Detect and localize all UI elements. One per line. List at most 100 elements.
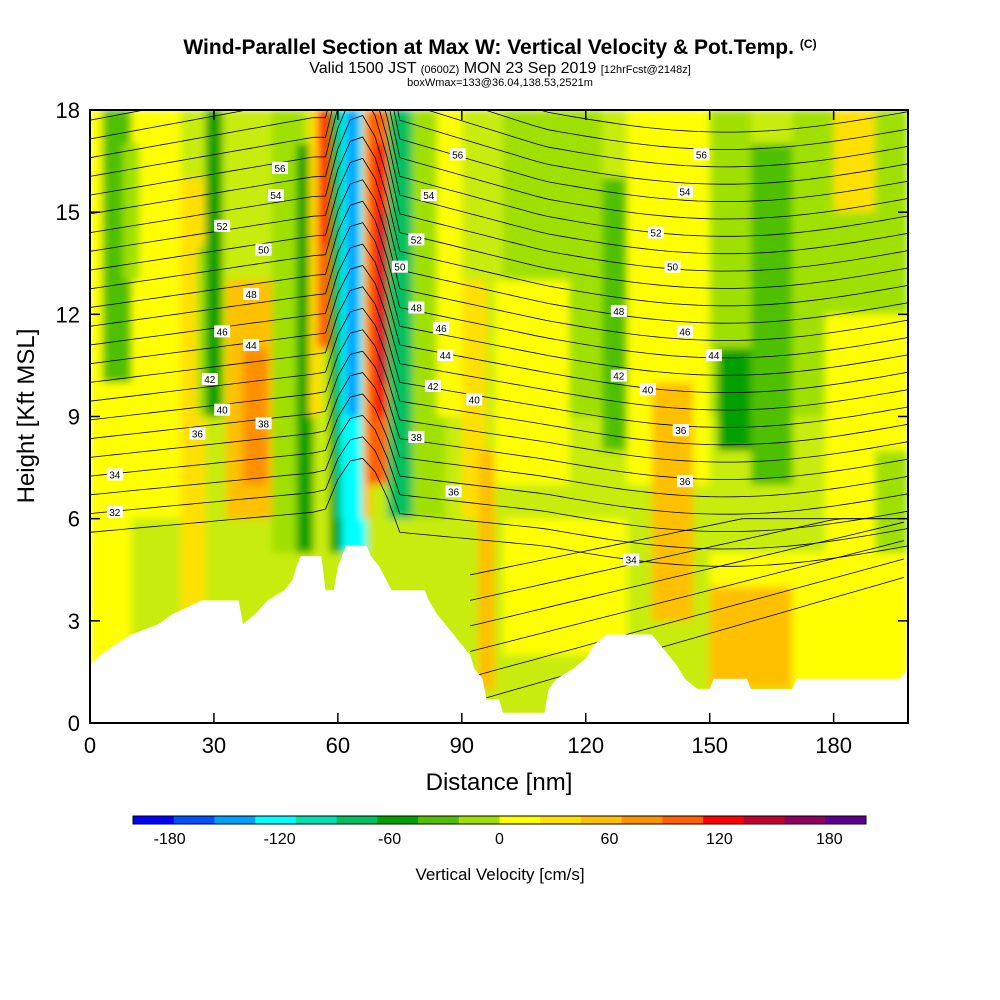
contour-label-text: 34 [109, 470, 121, 481]
utc-time: (0600Z) [420, 64, 460, 76]
contour-label-bg [610, 369, 627, 382]
field-patch-22 [379, 212, 388, 383]
contour-label-bg [466, 393, 483, 406]
chart-title: Wind-Parallel Section at Max W: Vertical… [0, 36, 1000, 60]
contour-label-4: 42 [201, 373, 218, 386]
contour-line-9 [90, 265, 908, 411]
contour-label-text: 36 [679, 477, 691, 488]
contour-label-bg [408, 430, 425, 443]
contour-label-bg [676, 475, 693, 488]
contour-label-bg [420, 189, 437, 202]
contour-line-8 [90, 286, 908, 428]
contour-line-22 [90, 110, 908, 185]
contour-label-14: 52 [408, 233, 425, 246]
contour-label-text: 44 [440, 351, 452, 362]
colorbar-tick-label: -120 [264, 831, 296, 848]
valid-date: MON 23 Sep 2019 [463, 60, 597, 77]
contour-label-bg [214, 325, 231, 338]
field-patch-43 [709, 586, 793, 689]
contour-line-7 [90, 307, 908, 446]
contour-label-16: 56 [449, 148, 466, 161]
low-contour-line-1 [469, 558, 905, 678]
contour-label-0: 32 [106, 505, 123, 519]
contour-line-20 [90, 110, 908, 220]
colorbar-tick-label: 120 [706, 831, 733, 848]
contour-label-bg [445, 485, 462, 498]
contour-line-19 [90, 110, 908, 237]
contour-label-text: 56 [452, 150, 464, 161]
colorbar-segment [458, 816, 500, 824]
contour-label-24: 34 [623, 553, 640, 567]
contour-label-2: 36 [189, 427, 206, 441]
colorbar-segment [825, 816, 867, 824]
y-tick-label: 9 [68, 405, 80, 430]
contour-line-23 [425, 110, 908, 168]
contour-label-bg [408, 233, 425, 246]
contour-label-bg [705, 349, 722, 362]
contour-label-13: 50 [391, 260, 408, 274]
contour-label-bg [272, 161, 289, 174]
contour-label-bg [189, 427, 206, 440]
low-contour-line-4 [470, 518, 904, 601]
contour-label-bg [672, 424, 689, 437]
colorbar-frame [132, 815, 867, 825]
contour-label-bg [243, 338, 260, 351]
colorbar-tick-label: -60 [378, 831, 401, 848]
contour-label-bg [201, 373, 218, 386]
contour-label-text: 34 [626, 556, 638, 567]
field-patch-30 [503, 518, 628, 655]
contour-label-text: 42 [204, 375, 216, 386]
colorbar: -180 -120 -60 0 60 120 180 [132, 815, 867, 848]
colorbar-segment [540, 816, 582, 824]
y-tick-label: 12 [56, 302, 80, 327]
field-patch-37 [751, 144, 793, 485]
contour-line-25 [538, 110, 908, 133]
contour-label-bg [623, 553, 640, 566]
contour-label-30: 46 [676, 325, 693, 338]
contour-label-bg [437, 349, 454, 362]
contour-label-text: 36 [448, 487, 460, 498]
colorbar-tick-label: 60 [601, 831, 619, 848]
contour-labels: 32 34 36 40 42 46 48 50 52 54 56 44 38 50 52 54 56 48 46 44… [106, 148, 722, 567]
colorbar-segment [580, 816, 623, 824]
contour-label-19: 44 [437, 349, 454, 362]
contour-label-bg [676, 325, 693, 338]
y-axis-title: Height [Kft MSL] [13, 329, 40, 504]
contour-label-text: 40 [469, 395, 481, 406]
plot-area: 3234364042464850525456443850525456484644… [56, 98, 909, 758]
forecast-info: [12hrFcst@2148z] [600, 64, 691, 76]
contour-label-11: 44 [243, 338, 260, 352]
copyright-mark: (C) [799, 37, 817, 51]
colorbar-segment [743, 816, 786, 824]
contour-label-12: 38 [255, 417, 272, 430]
x-tick-label: 150 [691, 733, 728, 758]
contour-label-text: 52 [650, 229, 662, 240]
y-tick-label: 18 [56, 98, 80, 123]
contour-label-5: 46 [214, 325, 231, 338]
x-tick-label: 30 [202, 733, 226, 758]
chart-title-text: Wind-Parallel Section at Max W: Vertical… [183, 36, 794, 59]
contour-label-text: 38 [411, 433, 423, 444]
contour-label-7: 50 [255, 243, 272, 257]
contour-label-text: 46 [679, 327, 691, 338]
colorbar-tick-label: -180 [154, 831, 186, 848]
contour-label-text: 36 [675, 426, 687, 437]
contour-label-bg [267, 189, 284, 202]
contour-label-bg [433, 321, 450, 334]
low-contour-line-0 [469, 577, 905, 703]
contour-label-text: 44 [708, 351, 720, 362]
box-info: boxWmax=133@36.04,138.53,2521m [407, 77, 593, 89]
field-patch-38 [792, 110, 826, 417]
contour-label-31: 48 [610, 304, 627, 318]
field-patch-6 [147, 110, 173, 213]
contour-label-text: 48 [613, 307, 625, 318]
colorbar-segment [214, 816, 256, 824]
contour-line-11 [90, 222, 908, 376]
terrain [90, 545, 908, 723]
y-tick-label: 3 [68, 609, 80, 634]
contour-label-bg [647, 226, 664, 239]
contour-label-8: 52 [214, 219, 231, 233]
field-patch-14 [321, 110, 330, 247]
field-patch-11 [296, 144, 314, 553]
